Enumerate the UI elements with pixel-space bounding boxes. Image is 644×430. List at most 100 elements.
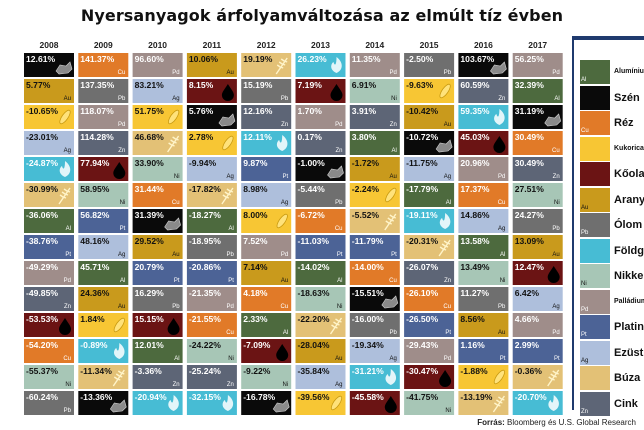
cell-2013-pb: -5.44% Pb — [295, 183, 346, 207]
cell-bg — [241, 157, 292, 181]
cell-2017-au: 13.09% Au — [512, 235, 563, 259]
cell-2008-ag: -23.01% Ag — [24, 131, 74, 155]
cell-symbol: Pt — [228, 278, 234, 284]
cell-value: 46.68% — [135, 132, 165, 142]
cell-value: 3.91% — [352, 106, 377, 116]
legend-item-co: Kukorica — [580, 136, 644, 161]
cell-bg — [78, 209, 129, 233]
cell-2012-al: 2.33% Al — [241, 313, 292, 337]
cell-value: -45.58% — [352, 392, 384, 402]
cell-2009-pt: 56.82% Pt — [78, 209, 129, 233]
cell-symbol: Au — [335, 356, 342, 362]
cell-2011-au: 10.06% Au — [186, 53, 237, 77]
legend-item-pt: Pt Platina — [580, 315, 644, 339]
cell-2013-gas: 26.23% — [295, 53, 346, 77]
cell-symbol: Pd — [498, 174, 505, 180]
year-label: 2010 — [148, 40, 167, 50]
cell-bg — [186, 157, 237, 181]
cell-symbol: Ni — [65, 382, 71, 388]
cell-bg — [132, 261, 183, 285]
cell-bg — [186, 365, 237, 389]
cell-2011-al: -18.27% Al — [186, 209, 237, 233]
cell-symbol: Ag — [498, 226, 505, 232]
cell-2013-al: -14.02% Al — [295, 261, 346, 285]
cell-symbol: Ni — [120, 200, 126, 206]
legend-symbol: Au — [581, 204, 589, 211]
cell-value: -1.88% — [460, 366, 488, 376]
cell-bg — [349, 105, 400, 129]
cell-value: -18.63% — [298, 288, 330, 298]
coal-icon — [109, 399, 127, 413]
cell-value: -20.31% — [406, 236, 438, 246]
legend-item-c: Szén — [580, 85, 644, 110]
cell-2012-pt: 9.87% Pt — [241, 157, 292, 181]
corn-icon — [276, 213, 288, 229]
corn-icon — [113, 317, 125, 333]
cell-value: 5.76% — [189, 106, 214, 116]
wheat-icon — [112, 369, 125, 387]
cell-2014-gas: -31.21% — [349, 365, 400, 389]
year-label: 2015 — [420, 40, 439, 50]
wheat-icon — [275, 57, 288, 75]
cell-2008-au: 5.77% Au — [24, 79, 74, 103]
legend-symbol: Pb — [581, 230, 589, 236]
cell-bg — [458, 157, 509, 181]
cell-2010-pt: 20.79% Pt — [132, 261, 183, 285]
cell-bg — [132, 183, 183, 207]
cell-bg — [512, 157, 563, 181]
cell-value: 48.16% — [80, 236, 110, 246]
cell-bg — [512, 53, 563, 77]
cell-value: -26.10% — [406, 288, 438, 298]
cell-bg — [349, 235, 400, 259]
cell-value: 13.49% — [460, 262, 490, 272]
cell-symbol: Au — [552, 252, 559, 258]
cell-value: -30.47% — [406, 366, 438, 376]
legend-label: Ólom — [614, 219, 643, 231]
cell-value: 20.96% — [460, 158, 490, 168]
cell-value: 17.37% — [460, 184, 490, 194]
cell-value: -2.50% — [406, 54, 434, 64]
year-label: 2013 — [311, 40, 330, 50]
flame-icon — [494, 109, 505, 125]
cell-2009-ni: 58.95% Ni — [78, 183, 129, 207]
cell-symbol: Al — [446, 200, 451, 206]
cell-symbol: Ag — [335, 382, 342, 388]
cell-2014-ni: 6.91% Ni — [349, 79, 400, 103]
legend-label: Platina — [614, 321, 644, 333]
cell-value: 7.19% — [298, 80, 323, 90]
cell-value: -16.78% — [243, 392, 275, 402]
cell-value: 30.49% — [515, 132, 545, 142]
cell-bg — [349, 261, 400, 285]
cell-value: 3.80% — [352, 132, 377, 142]
cell-2012-au: 7.14% Au — [241, 261, 292, 285]
cell-symbol: Ag — [389, 356, 396, 362]
cell-bg — [78, 261, 129, 285]
cell-2010-w: 46.68% — [132, 131, 183, 155]
flame-icon — [331, 57, 342, 73]
cell-symbol: Zn — [390, 122, 397, 128]
cell-bg — [512, 235, 563, 259]
legend-symbol: Cu — [581, 128, 589, 134]
cell-value: -36.06% — [26, 210, 58, 220]
cell-bg — [404, 105, 455, 129]
cell-symbol: Al — [120, 278, 125, 284]
cell-2017-w: -0.36% — [512, 365, 563, 389]
cell-value: 6.91% — [352, 80, 377, 90]
cell-symbol: Cu — [552, 148, 560, 154]
legend-label: Réz — [614, 117, 634, 129]
cell-bg — [186, 313, 237, 337]
coal-icon — [218, 113, 236, 127]
cell-2008-zn: -49.85% Zn — [24, 287, 74, 311]
corn-icon — [330, 395, 343, 411]
cell-value: -55.37% — [26, 366, 58, 376]
cell-2009-pd: 118.07% Pd — [78, 105, 129, 129]
cell-value: 16.29% — [135, 288, 165, 298]
cell-value: 5.77% — [26, 80, 51, 90]
cell-value: -3.36% — [135, 366, 163, 376]
cell-value: 96.60% — [135, 54, 165, 64]
cell-2011-zn: -25.24% Zn — [186, 365, 237, 389]
cell-symbol: Pt — [120, 226, 126, 232]
cell-value: -21.35% — [189, 288, 221, 298]
cell-bg — [24, 261, 74, 285]
coal-icon — [327, 165, 344, 179]
